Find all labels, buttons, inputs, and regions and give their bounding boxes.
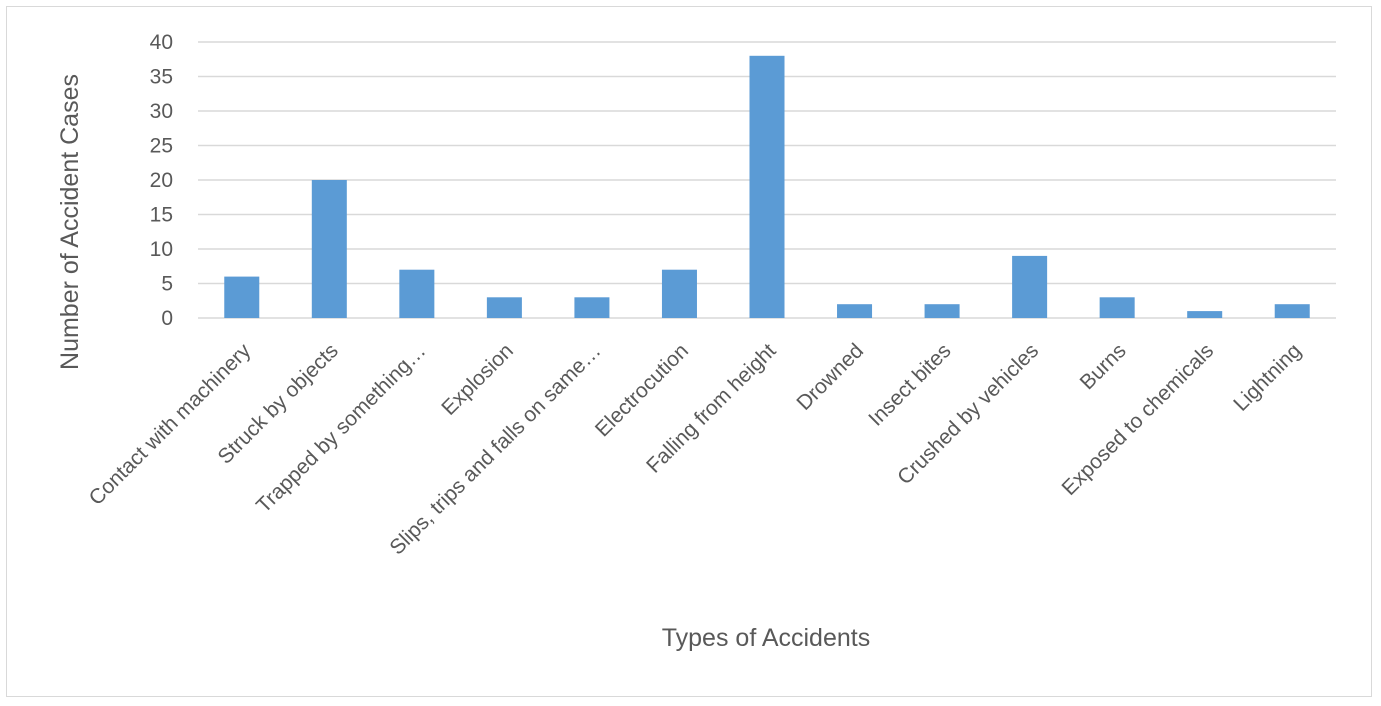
bar (399, 269, 435, 318)
y-tick-label: 5 (161, 273, 173, 296)
bar (1274, 304, 1310, 318)
bar (661, 269, 697, 318)
bar (1012, 255, 1048, 318)
x-tick-label: Insect bites (864, 339, 955, 430)
bar (924, 304, 960, 318)
bar (1099, 297, 1135, 318)
x-tick-label: Contact with machinery (85, 339, 256, 510)
x-tick-label: Drowned (792, 339, 868, 415)
y-tick-label: 20 (150, 169, 173, 192)
x-axis-title: Types of Accidents (662, 624, 870, 652)
x-tick-label: Burns (1076, 339, 1131, 394)
bar (749, 55, 785, 319)
y-tick-label: 25 (150, 135, 173, 158)
x-tick-label: Lightning (1229, 339, 1306, 416)
bar (1187, 311, 1223, 318)
x-tick-label: Trapped by something… (252, 339, 430, 517)
x-tick-label: Explosion (437, 339, 518, 420)
y-tick-label: 35 (150, 66, 173, 89)
y-tick-label: 0 (161, 307, 173, 330)
x-tick-label: Exposed to chemicals (1058, 339, 1219, 500)
bar (486, 297, 522, 318)
chart-frame (6, 6, 1372, 697)
bar (574, 297, 610, 318)
y-tick-label: 40 (150, 31, 173, 54)
y-tick-label: 15 (150, 204, 173, 227)
bar (224, 276, 260, 318)
y-axis-title: Number of Accident Cases (56, 74, 84, 370)
bar (837, 304, 873, 318)
bars (224, 55, 1310, 319)
y-tick-label: 10 (150, 238, 173, 261)
bar (311, 180, 347, 318)
y-tick-labels: 0 5 10 15 20 25 30 35 40 (150, 31, 173, 330)
y-tick-label: 30 (150, 100, 173, 123)
